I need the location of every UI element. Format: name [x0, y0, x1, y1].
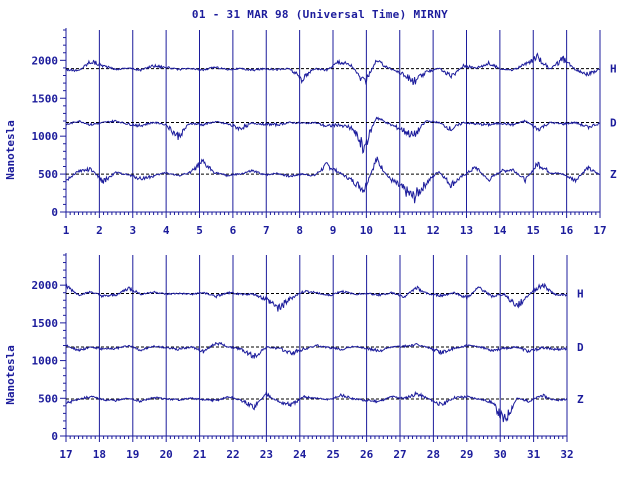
- series-label-z: Z: [610, 168, 617, 181]
- x-tick-label: 28: [427, 448, 440, 461]
- x-tick-label: 14: [493, 224, 507, 237]
- y-tick-label: 2000: [32, 279, 59, 292]
- x-tick-label: 2: [96, 224, 103, 237]
- x-tick-label: 13: [460, 224, 473, 237]
- x-tick-label: 3: [129, 224, 136, 237]
- series-line-d: [65, 116, 601, 155]
- y-tick-label: 1500: [32, 317, 59, 330]
- series-line-h: [65, 282, 568, 312]
- x-tick-label: 32: [560, 448, 573, 461]
- x-tick-label: 29: [460, 448, 473, 461]
- series-label-h: H: [577, 287, 584, 300]
- x-tick-label: 6: [230, 224, 237, 237]
- x-tick-label: 4: [163, 224, 170, 237]
- x-tick-label: 16: [560, 224, 574, 237]
- y-tick-label: 2000: [32, 54, 59, 67]
- x-tick-label: 31: [527, 448, 541, 461]
- x-tick-label: 12: [427, 224, 440, 237]
- x-tick-label: 11: [393, 224, 407, 237]
- x-tick-label: 23: [260, 448, 273, 461]
- x-tick-label: 17: [593, 224, 606, 237]
- series-label-d: D: [577, 341, 584, 354]
- x-tick-label: 1: [63, 224, 70, 237]
- series-label-h: H: [610, 63, 617, 76]
- y-axis-label: Nanotesla: [4, 120, 17, 180]
- y-tick-label: 1500: [32, 92, 59, 105]
- series-label-d: D: [610, 117, 617, 130]
- x-tick-label: 10: [360, 224, 373, 237]
- series-line-z: [65, 156, 601, 204]
- panel-bottom: 0 500 1000 1500 2000 17 18 19 20 21 22 23 24 25 26 27 28…: [4, 253, 584, 461]
- y-axis-label: Nanotesla: [4, 345, 17, 405]
- y-tick-label: 0: [51, 206, 58, 219]
- series-label-z: Z: [577, 393, 584, 406]
- x-tick-label: 24: [293, 448, 307, 461]
- series-line-z: [65, 390, 568, 423]
- x-tick-label: 8: [296, 224, 303, 237]
- y-tick-label: 1000: [32, 130, 59, 143]
- x-tick-label: 20: [160, 448, 173, 461]
- y-tick-label: 0: [51, 430, 58, 443]
- y-tick-label: 500: [38, 168, 58, 181]
- chart-title: 01 - 31 MAR 98 (Universal Time) MIRNY: [191, 8, 449, 21]
- series-line-h: [65, 52, 601, 86]
- x-tick-label: 19: [126, 448, 139, 461]
- x-tick-label: 22: [226, 448, 239, 461]
- x-tick-label: 17: [59, 448, 72, 461]
- y-tick-label: 1000: [32, 355, 59, 368]
- x-tick-label: 30: [494, 448, 507, 461]
- x-tick-label: 25: [327, 448, 340, 461]
- series-line-d: [65, 341, 568, 359]
- x-tick-label: 18: [93, 448, 106, 461]
- x-tick-label: 7: [263, 224, 270, 237]
- x-tick-label: 9: [330, 224, 337, 237]
- x-tick-label: 26: [360, 448, 374, 461]
- x-tick-label: 21: [193, 448, 207, 461]
- y-tick-label: 500: [38, 392, 58, 405]
- x-tick-label: 15: [527, 224, 540, 237]
- x-tick-label: 5: [196, 224, 203, 237]
- x-tick-label: 27: [393, 448, 406, 461]
